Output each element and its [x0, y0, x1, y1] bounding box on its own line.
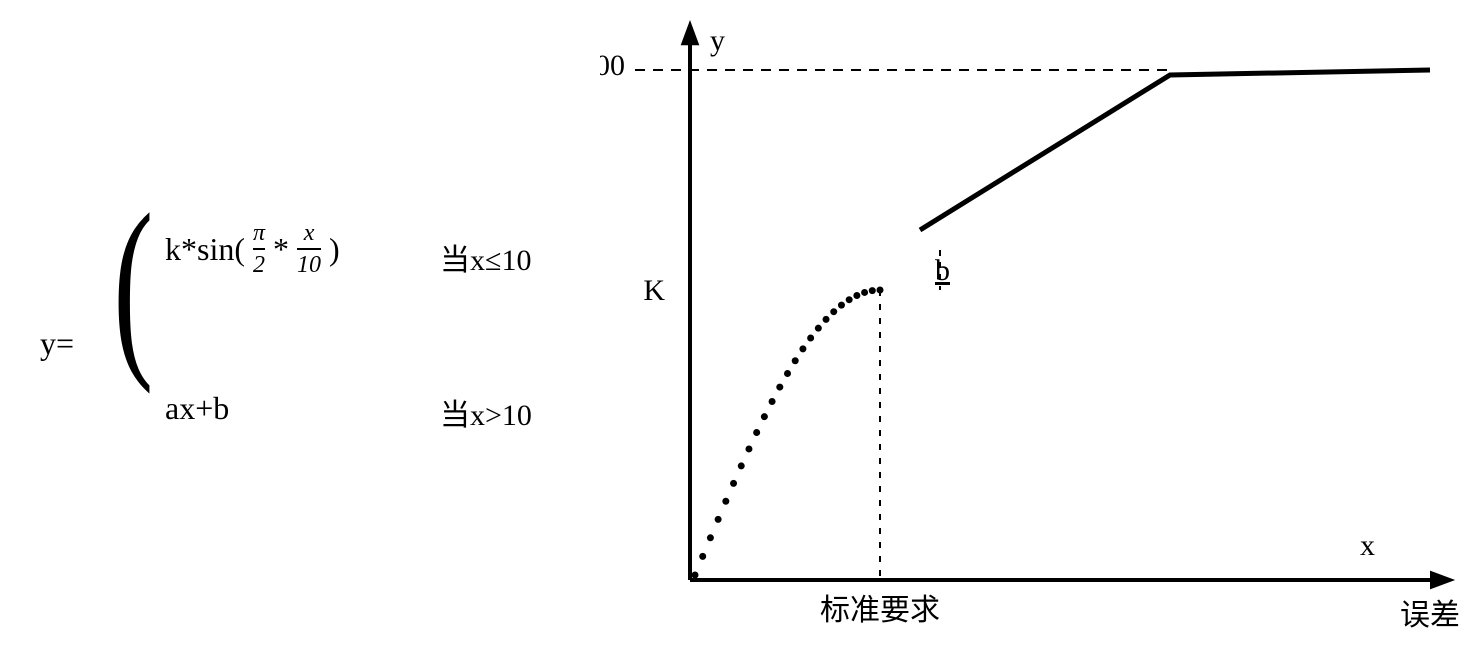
x-end-label: 误差 [1400, 599, 1460, 632]
diagram-container: y= ( k*sin( π 2 * x 10 ) 当x≤10 ax+b 当x>1… [0, 0, 1481, 656]
sine-dot [807, 335, 814, 342]
case1-frac1-den: 2 [253, 252, 265, 278]
case1-condition: 当x≤10 [440, 235, 531, 279]
equation-lhs: y= [40, 325, 74, 362]
x-axis-label: x [1360, 529, 1375, 562]
case1-frac2: x 10 [297, 220, 321, 279]
y-tick-K: K [643, 274, 665, 307]
case1-suffix: ) [329, 231, 340, 268]
sine-dot [707, 534, 714, 541]
equation-area: y= ( k*sin( π 2 * x 10 ) 当x≤10 ax+b 当x>1… [40, 200, 580, 500]
frac-line [297, 248, 321, 250]
equation-case2: ax+b [165, 390, 229, 427]
sine-dot [769, 398, 776, 405]
sine-dot [776, 384, 783, 391]
case1-frac2-den: 10 [297, 252, 321, 278]
sine-dot [699, 553, 706, 560]
case1-frac1-num: π [253, 220, 265, 246]
sine-dot [869, 287, 876, 294]
case2-expr: ax+b [165, 390, 229, 427]
sine-dot [830, 308, 837, 315]
sine-dot [761, 413, 768, 420]
b-label: b [935, 254, 950, 287]
chart-area: y 100 Kb x 标准要求 误差 [600, 10, 1470, 650]
sine-dot [722, 498, 729, 505]
y-axis-label: y [710, 24, 725, 57]
case1-frac1: π 2 [253, 220, 265, 279]
chart-svg: y 100 Kb x 标准要求 误差 [600, 10, 1470, 650]
sine-dot [792, 357, 799, 364]
sine-dot [838, 302, 845, 309]
equation-brace: ( [113, 210, 153, 360]
sine-dot [823, 316, 830, 323]
case1-prefix: k*sin( [165, 231, 245, 268]
equation-case1: k*sin( π 2 * x 10 ) [165, 220, 340, 279]
case1-mult: * [273, 231, 289, 268]
sine-dot [815, 325, 822, 332]
sine-dot [846, 296, 853, 303]
sine-dot [877, 287, 884, 294]
y-tick-100: 100 [600, 49, 625, 82]
sine-dot [753, 429, 760, 436]
sine-dot [861, 289, 868, 296]
frac-line [253, 248, 265, 250]
y-axis-arrow [681, 20, 700, 45]
case1-frac2-num: x [304, 220, 315, 246]
sine-dot [784, 370, 791, 377]
sine-dot [738, 462, 745, 469]
linear-segment [920, 70, 1430, 230]
x-tick-standard: 标准要求 [820, 594, 940, 627]
sine-dot [730, 480, 737, 487]
x-axis-arrow [1430, 571, 1455, 590]
sine-dot [692, 572, 699, 579]
sine-dot [715, 516, 722, 523]
sine-dot [853, 292, 860, 299]
sine-dot [799, 345, 806, 352]
sine-dot [745, 445, 752, 452]
case2-condition: 当x>10 [440, 390, 532, 434]
